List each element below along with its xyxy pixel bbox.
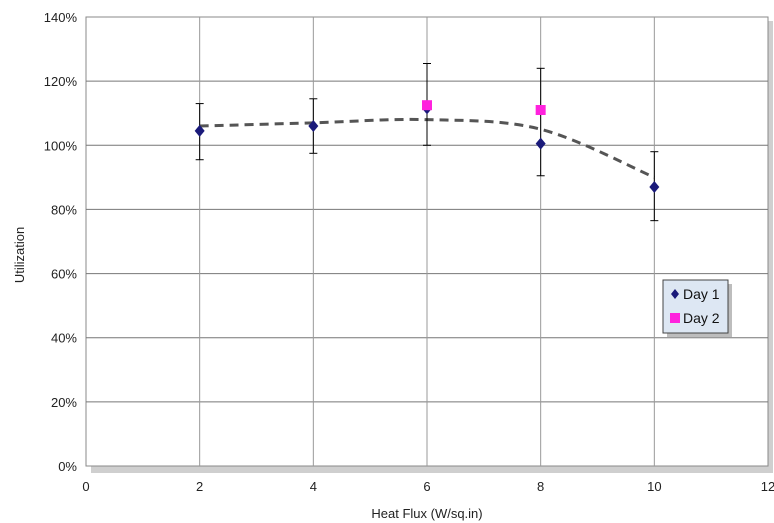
y-tick-labels: 0% 20% 40% 60% 80% 100% 120% 140% xyxy=(44,10,78,474)
day2-point xyxy=(535,105,546,116)
x-tick-labels: 0 2 4 6 8 10 12 xyxy=(82,479,774,494)
x-tick-label: 10 xyxy=(647,479,661,494)
x-axis-title: Heat Flux (W/sq.in) xyxy=(371,506,482,521)
y-tick-label: 60% xyxy=(51,267,77,282)
y-tick-label: 40% xyxy=(51,331,77,346)
y-tick-label: 140% xyxy=(44,10,78,25)
y-tick-label: 100% xyxy=(44,138,78,153)
legend-box xyxy=(662,279,729,334)
legend-day1-marker xyxy=(671,289,679,299)
x-tick-label: 12 xyxy=(761,479,774,494)
day1-point xyxy=(535,137,546,150)
y-tick-label: 80% xyxy=(51,202,77,217)
x-tick-label: 6 xyxy=(423,479,430,494)
y-tick-label: 120% xyxy=(44,74,78,89)
x-tick-label: 4 xyxy=(310,479,317,494)
legend-label: Day 1 xyxy=(683,286,720,302)
legend-label: Day 2 xyxy=(683,310,720,326)
day1-point xyxy=(308,120,319,133)
x-tick-label: 2 xyxy=(196,479,203,494)
day1-point xyxy=(194,124,205,137)
legend-day2-marker xyxy=(670,313,680,323)
y-tick-label: 0% xyxy=(58,459,77,474)
x-tick-label: 8 xyxy=(537,479,544,494)
y-axis-title: Utilization xyxy=(12,227,27,283)
y-tick-label: 20% xyxy=(51,395,77,410)
data-markers xyxy=(194,100,660,193)
x-tick-label: 0 xyxy=(82,479,89,494)
day1-point xyxy=(649,180,660,193)
error-bars xyxy=(195,63,659,222)
legend: Day 1 Day 2 xyxy=(662,279,732,337)
day2-point xyxy=(422,100,432,111)
